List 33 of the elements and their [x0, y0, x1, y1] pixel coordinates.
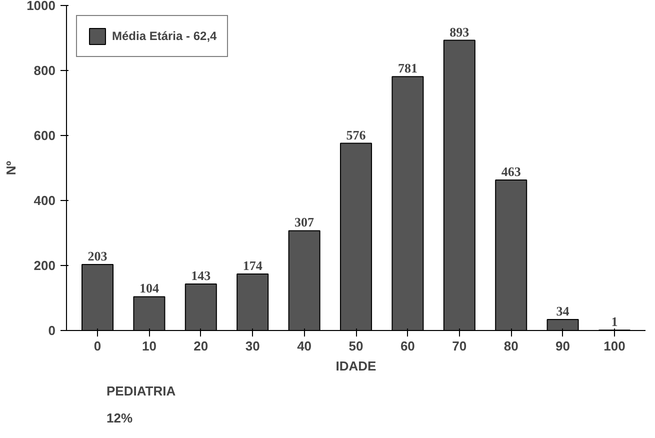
y-tick-label: 600 [34, 128, 56, 143]
x-tick-label: 40 [297, 338, 312, 354]
x-tick-label: 30 [245, 338, 260, 354]
data-label: 1 [611, 314, 618, 330]
x-axis-title: IDADE [336, 358, 377, 374]
y-axis-title: Nº [4, 160, 19, 176]
x-tick-label: 80 [504, 338, 518, 354]
data-label: 893 [450, 24, 470, 40]
data-label: 781 [398, 60, 418, 76]
data-label: 576 [346, 127, 366, 142]
x-tick-label: 50 [348, 338, 364, 354]
data-label: 174 [242, 258, 263, 273]
data-label: 34 [556, 303, 570, 318]
data-label: 143 [191, 268, 212, 284]
data-label: 307 [294, 214, 315, 230]
text: 12% [106, 410, 133, 426]
y-tick-label: 800 [34, 63, 56, 78]
x-tick-label: 60 [400, 338, 415, 354]
x-tick-label: 70 [452, 338, 467, 354]
y-tick-label: 1000 [26, 0, 56, 13]
y-tick-label: 0 [48, 323, 56, 338]
legend-label: Média Etária - 62,4 [112, 29, 217, 43]
data-label: 203 [88, 248, 108, 264]
x-tick-label: 20 [194, 338, 208, 354]
y-tick-label: 400 [34, 193, 56, 208]
text: PEDIATRIA [106, 384, 176, 398]
x-tick-label: 100 [604, 338, 626, 354]
data-label: 463 [501, 164, 522, 180]
y-tick-label: 200 [34, 258, 56, 273]
x-tick-label: 90 [556, 338, 570, 354]
x-tick-label: 0 [94, 338, 102, 354]
data-label: 104 [139, 280, 160, 296]
x-tick-label: 10 [142, 338, 156, 354]
